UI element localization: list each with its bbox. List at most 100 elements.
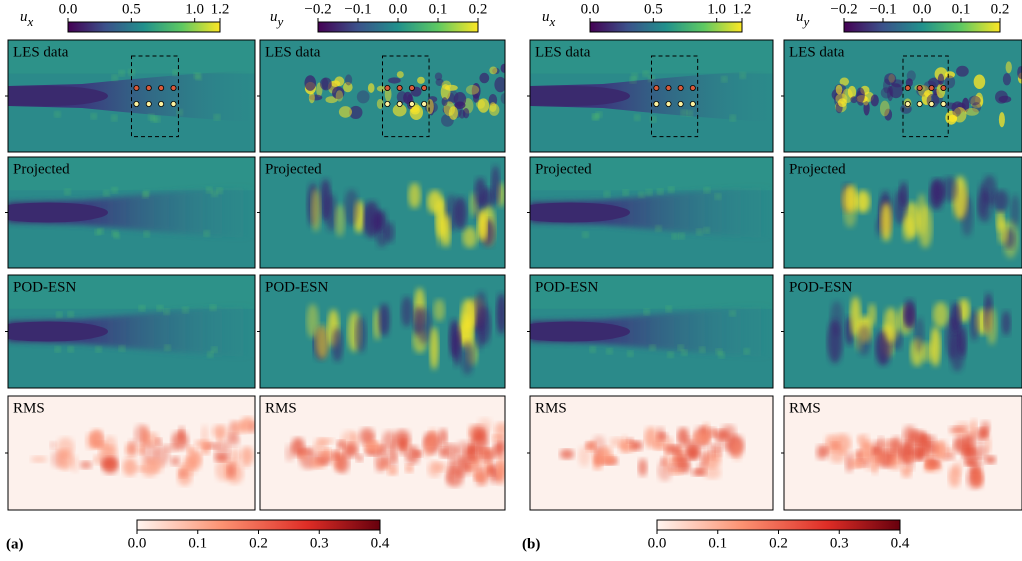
- vortex: [118, 70, 125, 77]
- sensor: [170, 101, 177, 108]
- uy-blob: [376, 85, 386, 92]
- colorbar-tick-label: 0.4: [371, 535, 390, 551]
- rms-blob: [102, 435, 117, 453]
- uy-blob: [344, 74, 353, 86]
- rms-blob: [432, 462, 449, 472]
- colorbar-subscript: x: [549, 14, 556, 29]
- rms-blob: [445, 468, 464, 487]
- sensor: [928, 85, 935, 92]
- rms-blob: [231, 420, 246, 434]
- rms-blob: [227, 463, 236, 479]
- uy-blob: [465, 84, 480, 95]
- sensor: [158, 101, 165, 108]
- sensor: [928, 101, 935, 108]
- row-label: RMS: [265, 400, 297, 416]
- colorbar-tick-label: 0.1: [429, 1, 448, 17]
- sensor: [158, 85, 165, 92]
- sensor: [677, 101, 684, 108]
- rms-blob: [391, 441, 398, 462]
- panel-label: (a): [6, 536, 24, 552]
- rms-blob: [820, 447, 830, 456]
- rms-blob: [926, 456, 939, 469]
- uy-blob: [837, 98, 847, 107]
- vortex: [214, 114, 221, 121]
- uy-blob: [975, 92, 984, 108]
- rms-blob: [405, 463, 414, 473]
- rms-blob: [860, 440, 873, 460]
- rms-blob: [214, 441, 231, 461]
- uy-blob: [969, 309, 979, 341]
- colorbar: [843, 21, 1001, 33]
- colorbar-tick-label: 0.0: [913, 1, 932, 17]
- rms-blob: [101, 457, 119, 474]
- uy-blob: [957, 324, 967, 358]
- field: [260, 396, 505, 510]
- vortex: [211, 190, 218, 197]
- uy-blob: [408, 182, 421, 209]
- uy-blob: [839, 77, 850, 86]
- uy-blob: [965, 107, 979, 116]
- colorbar-tick-label: 0.2: [249, 535, 268, 551]
- vortex: [648, 75, 655, 82]
- uy-blob: [856, 87, 865, 103]
- rms-blob: [638, 458, 648, 477]
- rms-blob: [387, 466, 398, 476]
- vortex: [206, 186, 213, 193]
- uy-blob: [977, 182, 988, 218]
- uy-blob: [924, 90, 933, 98]
- field: [8, 157, 255, 268]
- uy-blob: [932, 301, 949, 328]
- row-label: LES data: [789, 44, 845, 60]
- field: [8, 396, 255, 510]
- uy-blob: [921, 341, 934, 363]
- row-label: Projected: [535, 161, 592, 177]
- sensor: [421, 85, 428, 92]
- uy-blob: [433, 298, 446, 322]
- vortex: [103, 190, 110, 197]
- vortex: [686, 110, 693, 117]
- rms-blob: [972, 428, 988, 443]
- rms-blob: [195, 439, 212, 449]
- uy-blob: [494, 76, 505, 93]
- vortex: [207, 351, 214, 358]
- rms-blob: [669, 468, 683, 476]
- vortex: [90, 113, 97, 120]
- rms-blob: [455, 440, 473, 460]
- uy-blob: [356, 90, 370, 104]
- vortex: [119, 345, 126, 352]
- rms-blob: [713, 429, 729, 441]
- uy-blob: [1002, 73, 1011, 86]
- colorbar-symbol: u: [796, 9, 804, 25]
- row-label: RMS: [789, 400, 821, 416]
- vortex: [672, 233, 679, 240]
- rms-blob: [909, 429, 926, 445]
- vortex: [172, 69, 179, 76]
- vortex: [111, 115, 118, 122]
- uy-blob: [998, 95, 1012, 103]
- jet: [530, 186, 773, 239]
- uy-blob: [855, 190, 871, 213]
- colorbar-label: uy: [270, 9, 284, 29]
- rms-blob: [491, 434, 504, 442]
- colorbar-tick-label: −0.1: [344, 1, 371, 17]
- colorbar-tick-label: 0.1: [708, 535, 727, 551]
- colorbar-tick-label: −0.2: [304, 1, 331, 17]
- uy-blob: [475, 291, 488, 332]
- vortex: [64, 189, 71, 196]
- row-label: POD-ESN: [535, 279, 599, 295]
- rms-blob: [962, 445, 975, 459]
- uy-blob: [453, 91, 467, 107]
- uy-blob: [335, 90, 344, 102]
- uy-blob: [850, 96, 858, 104]
- row-label: RMS: [13, 400, 45, 416]
- rms-blob: [559, 449, 575, 460]
- row-label: POD-ESN: [789, 279, 853, 295]
- jet-core: [530, 202, 630, 223]
- vortex: [630, 76, 637, 83]
- vortex: [164, 344, 171, 351]
- vortex: [714, 193, 721, 200]
- vortex: [646, 189, 653, 196]
- colorbar-tick-label: 0.0: [59, 1, 78, 17]
- rms-blob: [428, 428, 438, 448]
